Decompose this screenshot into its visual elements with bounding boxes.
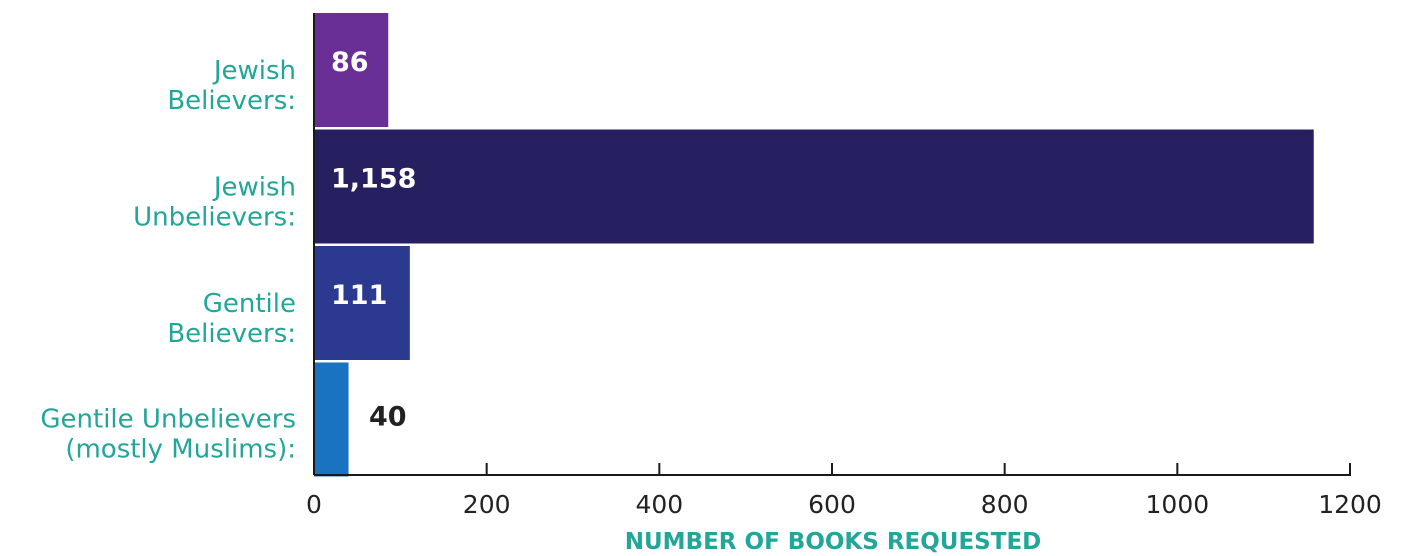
x-axis-title: NUMBER OF BOOKS REQUESTED <box>625 529 1042 555</box>
bars-layer <box>314 13 1314 477</box>
x-tick-label: 600 <box>808 490 856 519</box>
bar-value-label: 86 <box>331 47 369 78</box>
category-label: Gentile <box>203 289 296 319</box>
value-labels: 86 1,158 111 40 <box>331 47 416 433</box>
x-tick-label: 200 <box>463 490 511 519</box>
x-tick-label: 400 <box>635 490 683 519</box>
bar <box>314 129 1314 244</box>
bar <box>314 362 349 477</box>
category-labels: JewishBelievers:JewishUnbelievers:Gentil… <box>40 56 296 465</box>
bar <box>314 13 389 127</box>
x-tick-label: 1000 <box>1146 490 1210 519</box>
bar-value-label: 40 <box>369 402 407 433</box>
category-label: Jewish <box>212 56 296 86</box>
category-label: Jewish <box>212 173 296 203</box>
bar <box>314 246 410 360</box>
category-label: Gentile Unbelievers <box>40 405 296 435</box>
category-label: Believers: <box>167 86 296 116</box>
category-label: Unbelievers: <box>133 203 296 233</box>
category-label: (mostly Muslims): <box>65 435 296 465</box>
x-axis <box>313 13 1351 476</box>
x-tick-label: 1200 <box>1318 490 1382 519</box>
x-axis-ticks: 0 200 400 600 800 1000 1200 <box>306 463 1382 519</box>
x-tick-label: 800 <box>981 490 1029 519</box>
bar-value-label: 111 <box>331 280 387 311</box>
bar-value-label: 1,158 <box>331 164 416 195</box>
x-tick-label: 0 <box>306 490 322 519</box>
category-label: Believers: <box>167 319 296 349</box>
